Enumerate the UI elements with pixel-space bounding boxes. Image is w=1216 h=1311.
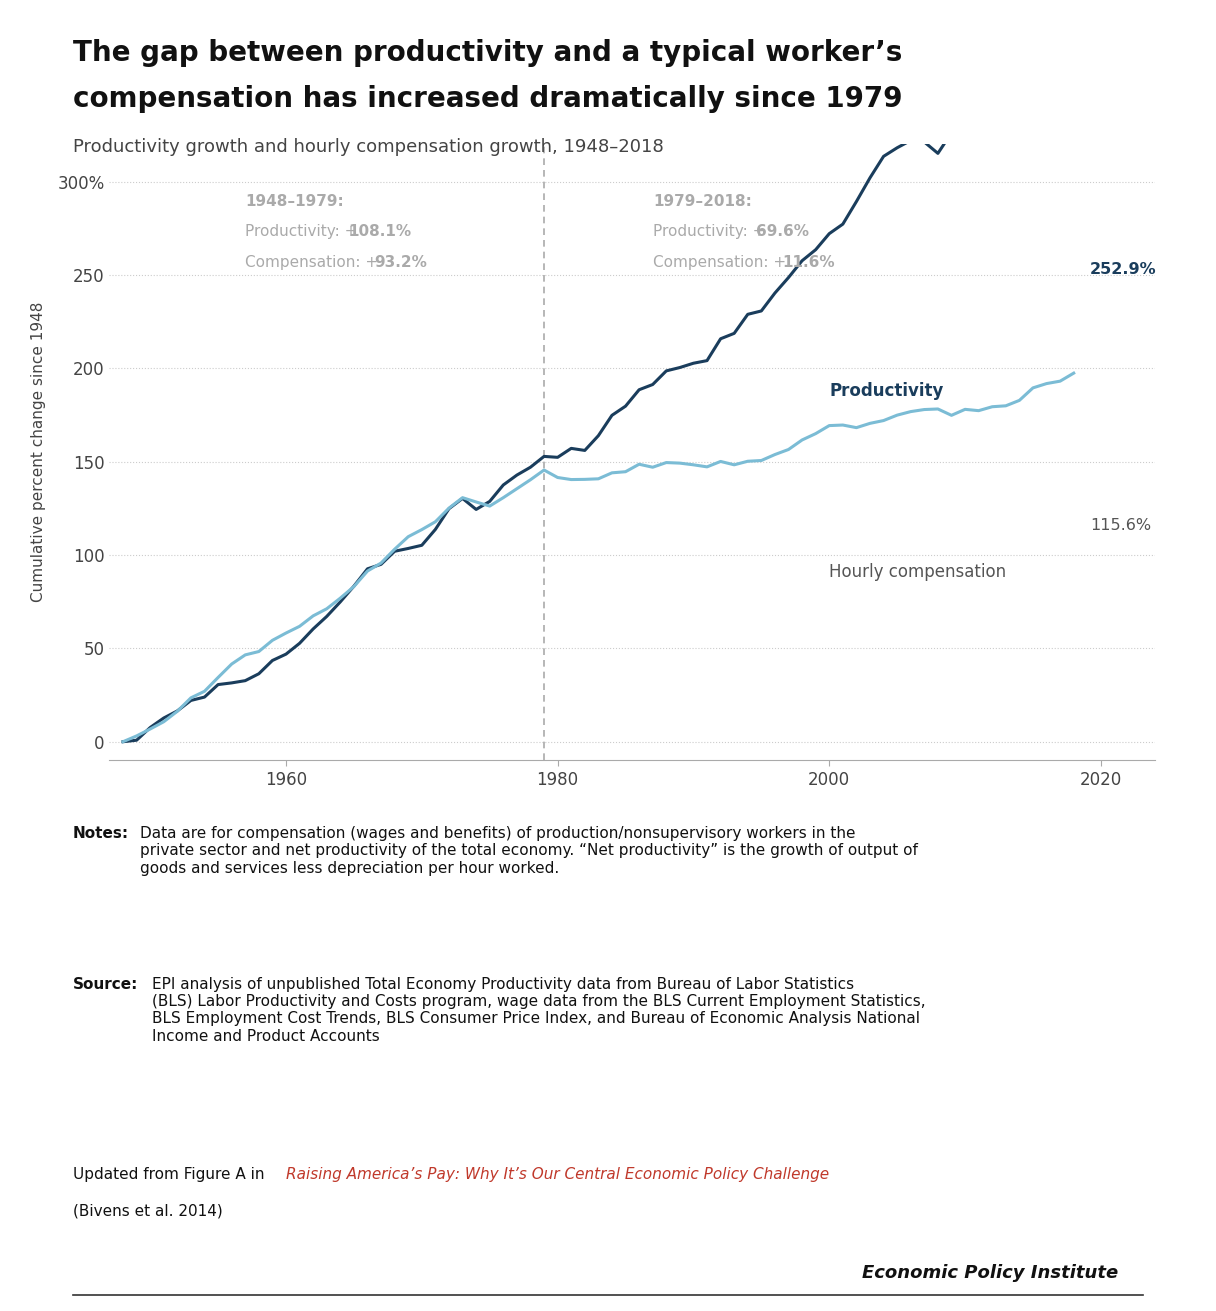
Text: 1979–2018:: 1979–2018: (653, 194, 753, 208)
Text: Updated from Figure A in: Updated from Figure A in (73, 1167, 269, 1181)
Text: Notes:: Notes: (73, 826, 129, 840)
Text: 1948–1979:: 1948–1979: (246, 194, 344, 208)
Text: Productivity: +: Productivity: + (653, 224, 766, 240)
Y-axis label: Cumulative percent change since 1948: Cumulative percent change since 1948 (32, 302, 46, 603)
Text: The gap between productivity and a typical worker’s: The gap between productivity and a typic… (73, 39, 902, 67)
Text: Raising America’s Pay: Why It’s Our Central Economic Policy Challenge: Raising America’s Pay: Why It’s Our Cent… (286, 1167, 829, 1181)
Text: Compensation: +: Compensation: + (246, 256, 378, 270)
Text: 252.9%: 252.9% (1090, 262, 1156, 277)
Text: 115.6%: 115.6% (1090, 518, 1152, 534)
Text: Hourly compensation: Hourly compensation (829, 564, 1007, 581)
Text: 69.6%: 69.6% (755, 224, 809, 240)
Text: 93.2%: 93.2% (375, 256, 427, 270)
Text: EPI analysis of unpublished Total Economy Productivity data from Bureau of Labor: EPI analysis of unpublished Total Econom… (152, 977, 925, 1044)
Text: 11.6%: 11.6% (782, 256, 834, 270)
Text: Data are for compensation (wages and benefits) of production/nonsupervisory work: Data are for compensation (wages and ben… (140, 826, 918, 876)
Text: 108.1%: 108.1% (348, 224, 411, 240)
Text: Source:: Source: (73, 977, 139, 991)
Text: Productivity: Productivity (829, 383, 944, 400)
Text: (Bivens et al. 2014): (Bivens et al. 2014) (73, 1203, 223, 1218)
Text: Productivity: +: Productivity: + (246, 224, 358, 240)
Text: compensation has increased dramatically since 1979: compensation has increased dramatically … (73, 85, 902, 113)
Text: Productivity growth and hourly compensation growth, 1948–2018: Productivity growth and hourly compensat… (73, 138, 664, 156)
Text: Economic Policy Institute: Economic Policy Institute (862, 1264, 1119, 1282)
Text: Compensation: +: Compensation: + (653, 256, 787, 270)
